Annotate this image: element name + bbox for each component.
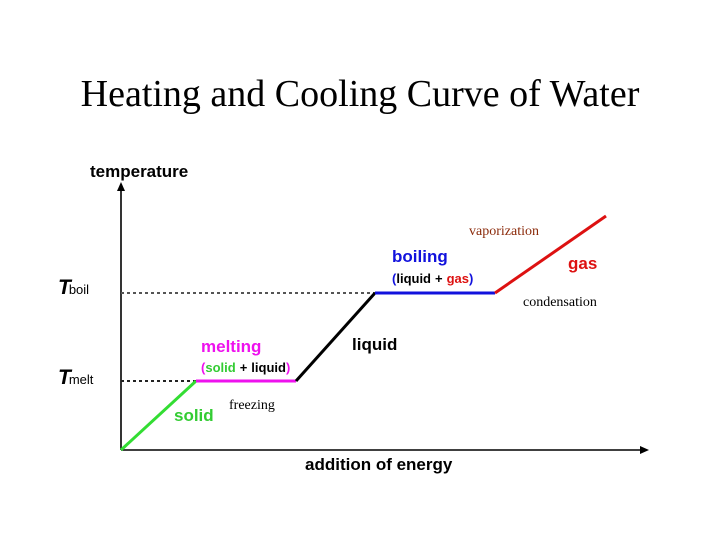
t-melt-label: Tmelt [58,366,94,389]
t-boil-label: Tboil [58,276,89,299]
boiling-label: boiling [392,247,448,266]
boiling-paren-close: ) [469,271,473,286]
boiling-paren-open: ( [392,271,397,286]
t-melt-symbol: T [58,366,73,389]
boiling-plus: + [435,271,443,286]
t-boil-subscript: boil [69,282,89,297]
melting-detail: (solid + liquid) [201,360,290,375]
liquid-label: liquid [352,335,397,354]
melting-label: melting [201,337,261,356]
t-boil-symbol: T [58,276,73,299]
melting-paren-open: ( [201,360,206,375]
freezing-annotation: freezing [229,398,275,413]
y-axis-label: temperature [90,162,188,181]
t-melt-subscript: melt [69,372,94,387]
gas-segment [494,214,607,295]
melting-plus: + [240,360,248,375]
melting-paren-close: ) [286,360,290,375]
boiling-liquid: liquid [396,271,431,286]
x-axis-label: addition of energy [305,455,453,474]
solid-label: solid [174,406,214,425]
liquid-segment [294,291,377,383]
boiling-detail: (liquid + gas) [392,271,473,286]
vaporization-annotation: vaporization [469,224,539,239]
condensation-annotation: condensation [523,295,597,310]
boiling-gas: gas [447,271,469,286]
gas-label: gas [568,254,597,273]
page-title: Heating and Cooling Curve of Water [80,73,640,115]
melting-liquid: liquid [251,360,286,375]
melting-solid: solid [205,360,235,375]
solid-segment [119,379,198,452]
